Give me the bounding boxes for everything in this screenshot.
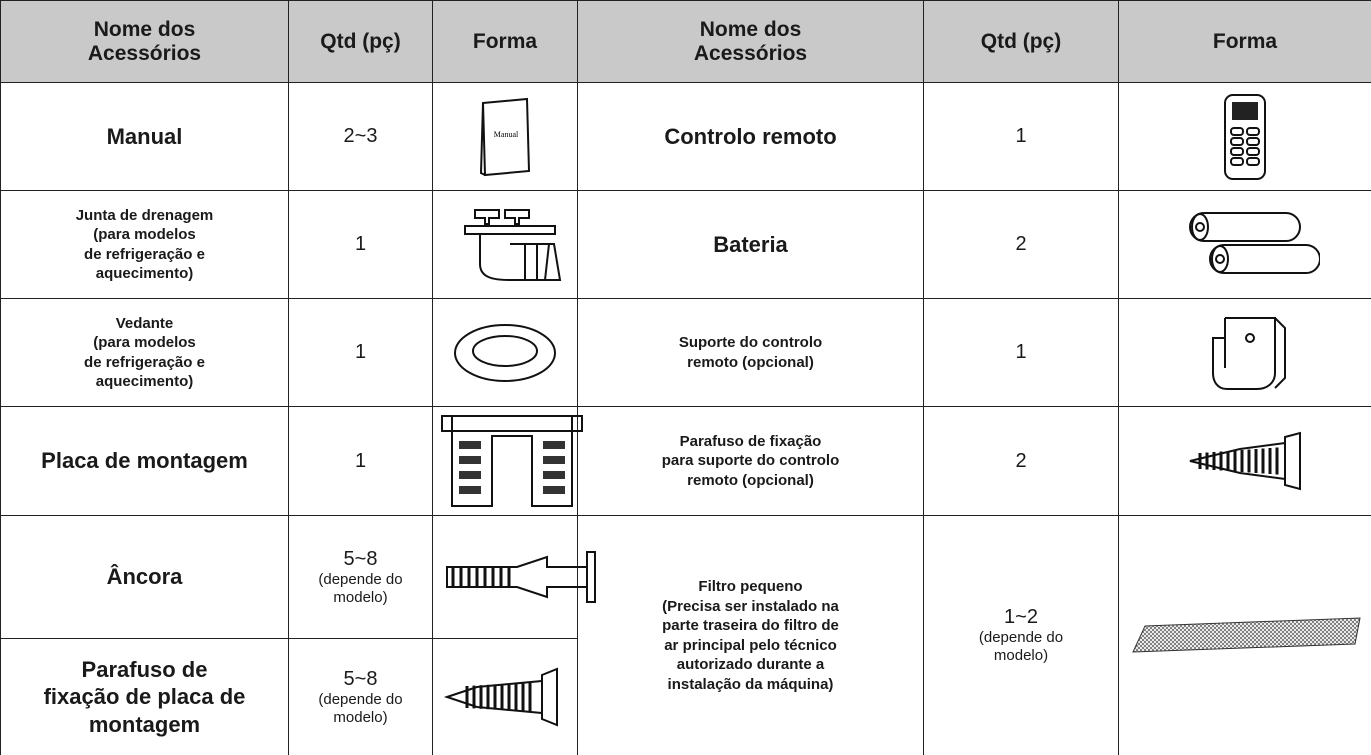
shape-cell [1118,82,1371,191]
accessory-name: Manual [106,123,183,149]
icon [441,415,583,507]
qty-note: (depende do modelo) [318,570,403,606]
accessory-name: Bateria [713,231,788,257]
shape-cell [1118,406,1371,516]
shape-cell [1118,515,1371,755]
shape-cell [432,406,583,516]
header-cell: Nome dos Acessórios [0,0,289,83]
table-row: Junta de drenagem (para modelos de refri… [0,190,1371,299]
table-row: Manual 2~3 Manual Controlo remoto 1 [0,82,1371,191]
header-cell: Forma [432,0,578,83]
qty-cell: 5~8 (depende do modelo) [288,638,433,755]
table-row: Parafuso de fixação de placa de montagem… [0,638,1371,755]
name-cell: Bateria [577,190,924,299]
shape-cell [432,638,578,755]
shape-cell [432,515,596,639]
icon [1212,316,1286,390]
name-cell: Suporte do controlo remoto (opcional) [577,298,924,407]
table-row: Placa de montagem 1 Parafuso de fixação pa… [0,406,1371,516]
shape-cell [432,298,578,407]
qty-cell: 1 [288,190,433,299]
accessory-name: Parafuso de fixação de placa de montagem [43,656,246,737]
qty-cell: 5~8 (depende do modelo) [288,515,433,639]
qty: 5~8 [343,547,378,570]
qty-cell: 1~2 (depende do modelo) [923,515,1119,755]
icon [1189,211,1320,274]
qty: 2 [1015,449,1027,472]
accessory-name: Âncora [106,564,183,590]
qty: 1 [354,233,367,255]
header-cell: Forma [1118,0,1371,83]
icon [1224,93,1266,180]
accessory-name: Parafuso de fixação para suporte do cont… [661,432,840,489]
accessory-name: Junta de drenagem (para modelos de refri… [75,206,214,283]
name-cell: Vedante (para modelos de refrigeração e … [0,298,289,407]
icon [443,667,558,727]
qty: 1 [1015,341,1027,363]
table-row: Âncora 5~8 (depende do modelo) Filtro peque… [0,515,1371,755]
accessory-name: Placa de montagem [41,448,248,474]
name-cell: Âncora [0,515,289,639]
qty: 1~2 [1004,606,1038,628]
accessory-name: Suporte do controlo remoto (opcional) [678,334,823,371]
shape-cell [432,190,578,299]
header-cell: Qtd (pç) [923,0,1119,83]
qty-cell: 2 [923,190,1119,299]
qty: 2 [1015,233,1027,255]
icon-label: Manual [494,130,519,139]
icon [1132,616,1361,653]
name-cell: Manual [0,82,289,191]
qty-cell: 1 [923,82,1119,191]
name-cell: Filtro pequeno (Precisa ser instalado na… [577,515,924,755]
name-cell: Parafuso de fixação de placa de montagem [0,638,289,755]
qty-cell: 1 [923,298,1119,407]
qty: 1 [1015,125,1027,147]
icon [464,208,562,281]
header-row: Nome dos Acessórios Qtd (pç) Forma Nome dos… [0,0,1371,83]
icon: Manual [479,97,531,176]
icon [454,323,556,382]
qty: 5~8 [343,667,378,690]
header-cell: Qtd (pç) [288,0,433,83]
table-row: Vedante (para modelos de refrigeração e … [0,298,1371,407]
qty-cell: 2~3 [288,82,433,191]
icon [1189,431,1301,491]
shape-cell [1118,190,1371,299]
icon [446,551,596,603]
accessory-name: Vedante (para modelos de refrigeração e … [84,314,205,391]
name-cell: Placa de montagem [0,406,289,516]
qty: 1 [354,449,367,472]
shape-cell [1118,298,1371,407]
accessory-name: Filtro pequeno (Precisa ser instalado na… [662,578,839,693]
shape-cell: Manual [432,82,578,191]
accessory-name: Controlo remoto [664,123,837,149]
name-cell: Junta de drenagem (para modelos de refri… [0,190,289,299]
qty: 1 [354,341,367,363]
name-cell: Parafuso de fixação para suporte do cont… [577,406,924,516]
qty-cell: 2 [923,406,1119,516]
qty-cell: 1 [288,406,433,516]
name-cell: Controlo remoto [577,82,924,191]
qty: 2~3 [343,125,378,147]
qty-cell: 1 [288,298,433,407]
header-cell: Nome dos Acessórios [577,0,924,83]
qty-note: (depende do modelo) [318,690,403,726]
qty-note: (depende do modelo) [978,629,1064,664]
